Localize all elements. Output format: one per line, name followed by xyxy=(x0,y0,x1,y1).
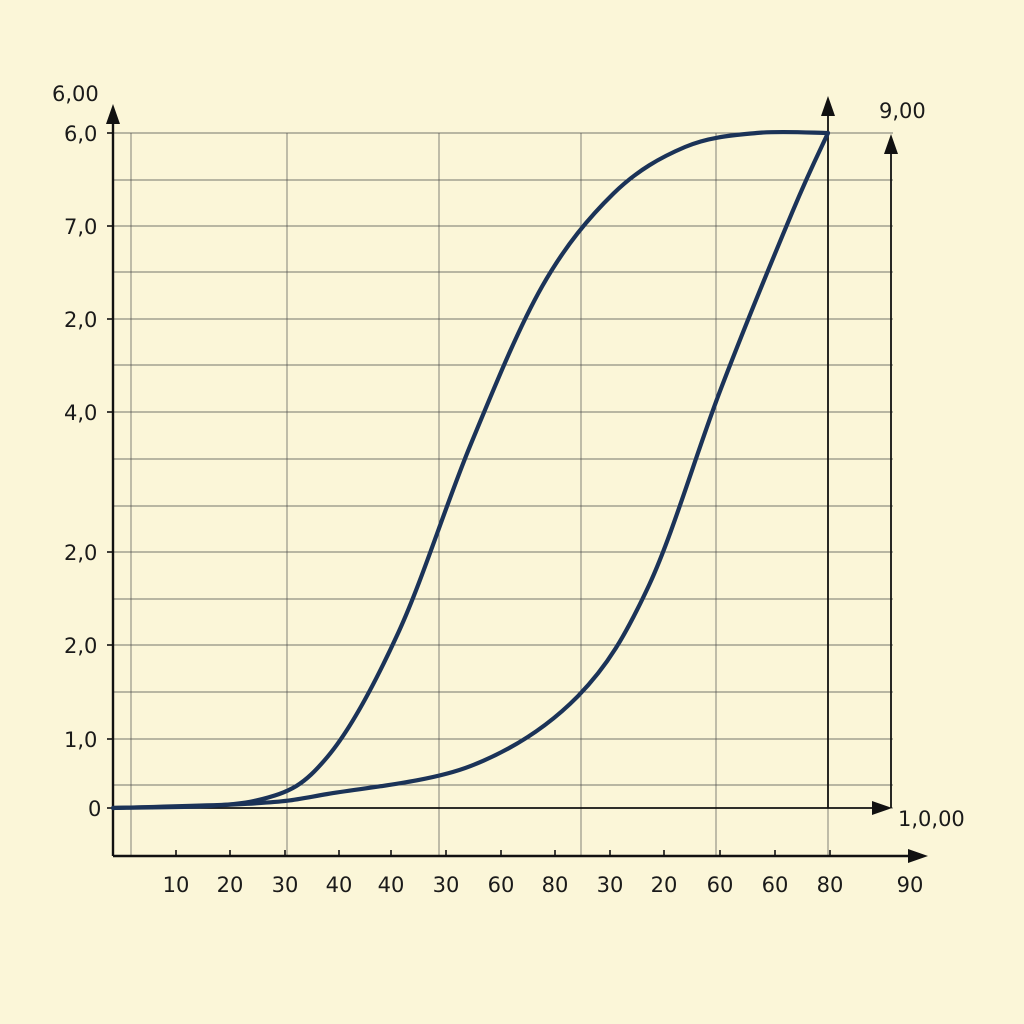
bottom-x-axis-arrow xyxy=(908,849,928,863)
x-tick-label: 40 xyxy=(326,873,353,897)
y-tick-label: 7,0 xyxy=(64,215,97,239)
x-tick-labels: 10 20 30 40 40 30 60 80 30 20 60 60 80 90 xyxy=(163,873,924,897)
inner-right-axis-arrow xyxy=(821,96,835,116)
x-tick-label: 80 xyxy=(817,873,844,897)
series-layer xyxy=(110,129,831,811)
left-axis-top-label: 6,00 xyxy=(52,82,99,106)
x-tick-label: 80 xyxy=(542,873,569,897)
grid xyxy=(113,132,893,856)
right-axis-end-label: 1,0,00 xyxy=(898,807,965,831)
y-tick-label: 4,0 xyxy=(64,401,97,425)
y-tick-label: 1,0 xyxy=(64,728,97,752)
x-tick-label: 60 xyxy=(762,873,789,897)
series-line-2 xyxy=(110,130,831,811)
x-tick-label: 30 xyxy=(272,873,299,897)
y-tick-label: 2,0 xyxy=(64,634,97,658)
baseline-axis-arrow xyxy=(872,801,892,815)
x-tick-label: 90 xyxy=(897,873,924,897)
y-tick-label: 2,0 xyxy=(64,308,97,332)
x-tick-label: 20 xyxy=(217,873,244,897)
y-tick-label: 0 xyxy=(88,797,101,821)
left-y-axis-arrow xyxy=(106,104,120,124)
y-tick-label: 6,0 xyxy=(64,122,97,146)
x-tick-label: 10 xyxy=(163,873,190,897)
x-tick-label: 30 xyxy=(433,873,460,897)
x-tick-label: 30 xyxy=(597,873,624,897)
x-tick-label: 20 xyxy=(651,873,678,897)
x-tick-label: 60 xyxy=(707,873,734,897)
right-axis-top-label: 9,00 xyxy=(879,99,926,123)
axes xyxy=(106,96,928,863)
x-tick-label: 60 xyxy=(488,873,515,897)
x-tick-label: 40 xyxy=(378,873,405,897)
y-tick-label: 2,0 xyxy=(64,541,97,565)
left-tick-labels: 6,0 7,0 2,0 4,0 2,0 2,0 1,0 0 xyxy=(64,122,101,821)
series-line-1 xyxy=(110,129,831,811)
outer-right-axis-arrow xyxy=(884,134,898,154)
